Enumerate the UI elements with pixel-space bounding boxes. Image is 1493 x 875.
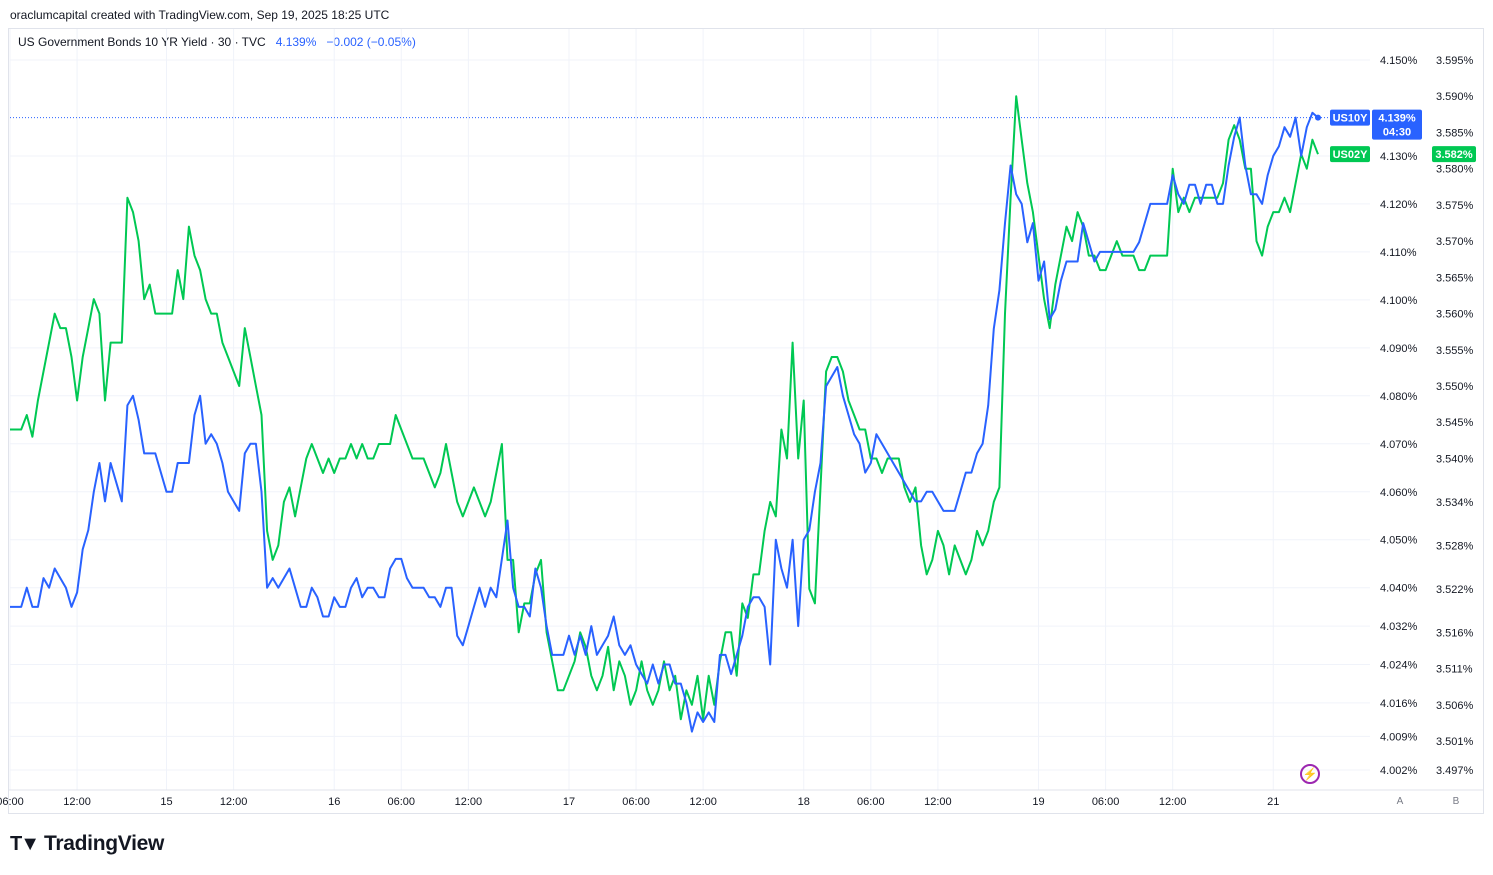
y-left-tick-label: 4.060% — [1380, 487, 1418, 499]
x-tick-label: 21 — [1267, 796, 1279, 808]
tradingview-logo[interactable]: T▼ TradingView — [10, 832, 164, 856]
y-left-tick-label: 4.050% — [1380, 535, 1418, 547]
y-right-tick-label: 3.506% — [1436, 700, 1474, 712]
y-right-tick-label: 3.550% — [1436, 381, 1474, 393]
price-tag-us02y-bg — [1432, 146, 1476, 163]
x-tick-label: 12:00 — [220, 796, 248, 808]
x-tick-label: 06:00 — [857, 796, 885, 808]
y-right-tick-label: 3.545% — [1436, 417, 1474, 429]
y-left-tick-label: 4.009% — [1380, 731, 1418, 743]
price-tag-us10y: 4.139% — [1378, 113, 1416, 125]
y-right-tick-label: 3.585% — [1436, 127, 1474, 139]
y-right-tick-label: 3.555% — [1436, 345, 1474, 357]
y-right-tick-label: 3.560% — [1436, 309, 1474, 321]
y-right-tick-label: 3.501% — [1436, 736, 1474, 748]
legend-price: 4.139% — [275, 35, 317, 49]
x-tick-label: 12:00 — [63, 796, 91, 808]
chart-credit: oraclumcapital created with TradingView.… — [10, 8, 390, 22]
x-tick-label: 12:00 — [455, 796, 483, 808]
price-tag-us10y-bg — [1372, 109, 1422, 140]
series-tag-us10y-bg — [1330, 109, 1370, 126]
y-right-tick-label: 3.575% — [1436, 200, 1474, 212]
y-right-tick-label: 3.595% — [1436, 55, 1474, 67]
x-tick-label: 06:00 — [622, 796, 650, 808]
y-right-tick-label: 3.522% — [1436, 584, 1474, 596]
y-left-tick-label: 4.032% — [1380, 621, 1418, 633]
x-tick-label: 18 — [798, 796, 810, 808]
x-tick-label: 12:00 — [689, 796, 717, 808]
x-tick-label: 06:00 — [388, 796, 416, 808]
x-tick-label: 16 — [328, 796, 340, 808]
y-right-tick-label: 3.590% — [1436, 91, 1474, 103]
legend-symbol-title: US Government Bonds 10 YR Yield · 30 · T… — [18, 35, 266, 49]
y-left-tick-label: 4.016% — [1380, 698, 1418, 710]
y-right-tick-label: 3.534% — [1436, 497, 1474, 509]
series-line-us10y — [10, 111, 1319, 733]
x-tick-label: 17 — [563, 796, 575, 808]
y-left-tick-label: 4.120% — [1380, 199, 1418, 211]
legend-change: −0.002 (−0.05%) — [326, 35, 416, 49]
x-tick-label: 12:00 — [924, 796, 952, 808]
x-tick-label: 15 — [160, 796, 172, 808]
x-tick-label: 06:00 — [0, 796, 24, 808]
series-tag-us02y-bg — [1330, 146, 1370, 163]
y-left-tick-label: 4.090% — [1380, 343, 1418, 355]
y-left-tick-label: 4.150% — [1380, 55, 1418, 67]
last-point-dot — [1315, 114, 1321, 121]
y-right-tick-label: 3.540% — [1436, 453, 1474, 465]
axis-auto-button[interactable]: A — [1396, 796, 1404, 807]
y-left-tick-label: 4.100% — [1380, 295, 1418, 307]
price-tag-us02y: 3.582% — [1435, 149, 1473, 161]
y-right-tick-label: 3.511% — [1436, 664, 1473, 676]
y-right-tick-label: 3.565% — [1436, 272, 1474, 284]
x-tick-label: 06:00 — [1092, 796, 1120, 808]
series-tag-us02y: US02Y — [1333, 149, 1369, 161]
axis-b-button[interactable]: B — [1452, 796, 1460, 807]
tradingview-brand: TradingView — [44, 832, 165, 855]
y-left-tick-label: 4.002% — [1380, 765, 1418, 777]
y-right-tick-label: 3.580% — [1436, 164, 1474, 176]
price-countdown: 04:30 — [1383, 127, 1411, 139]
y-left-tick-label: 4.070% — [1380, 439, 1418, 451]
flash-icon[interactable]: ⚡ — [1300, 764, 1320, 784]
chart-legend: US Government Bonds 10 YR Yield · 30 · T… — [18, 35, 416, 49]
y-right-tick-label: 3.570% — [1436, 236, 1474, 248]
x-tick-label: 12:00 — [1159, 796, 1187, 808]
y-left-tick-label: 4.130% — [1380, 151, 1418, 163]
y-left-tick-label: 4.110% — [1380, 247, 1417, 259]
x-tick-label: 19 — [1032, 796, 1044, 808]
y-right-tick-label: 3.528% — [1436, 540, 1474, 552]
chart-frame — [8, 28, 1484, 814]
y-left-tick-label: 4.040% — [1380, 583, 1418, 595]
y-right-tick-label: 3.497% — [1436, 765, 1474, 777]
y-right-tick-label: 3.516% — [1436, 627, 1474, 639]
tradingview-logo-icon: T▼ — [10, 832, 40, 855]
series-line-us02y — [10, 95, 1319, 721]
y-left-tick-label: 4.080% — [1380, 391, 1418, 403]
series-tag-us10y: US10Y — [1333, 113, 1369, 125]
y-left-tick-label: 4.024% — [1380, 659, 1418, 671]
